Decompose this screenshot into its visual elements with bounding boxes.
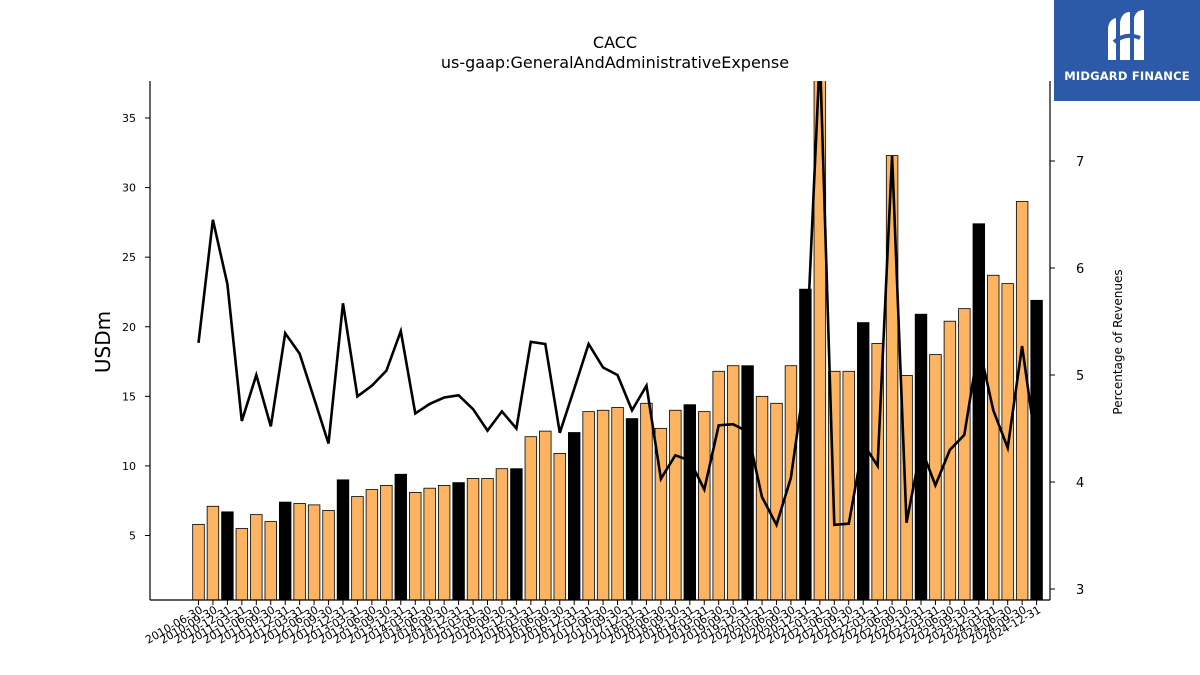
bar-2018-03-31 bbox=[640, 402, 653, 600]
bar-2011-12-31 bbox=[278, 501, 292, 600]
bar-2011-09-30 bbox=[264, 521, 277, 600]
bar-2024-12-31 bbox=[1030, 299, 1043, 600]
y-tick-label: 15 bbox=[122, 390, 136, 403]
bar-2020-09-30 bbox=[784, 365, 798, 600]
bar-2015-06-30 bbox=[481, 478, 494, 600]
bar-2010-09-30 bbox=[206, 505, 220, 600]
bar-2013-12-31 bbox=[394, 473, 408, 600]
bar-2016-12-31 bbox=[568, 432, 581, 600]
mf-logo-icon bbox=[1108, 10, 1144, 60]
y2-tick-label: 3 bbox=[1076, 583, 1084, 598]
bar-2022-03-31 bbox=[871, 343, 884, 600]
bar-2014-06-30 bbox=[423, 487, 436, 600]
bar-2016-06-30 bbox=[539, 430, 552, 600]
bar-2010-12-31 bbox=[221, 511, 234, 600]
bar-2013-06-30 bbox=[365, 489, 379, 600]
bar-series bbox=[192, 81, 1043, 600]
y-tick-label: 25 bbox=[122, 251, 136, 264]
bar-2016-03-31 bbox=[524, 436, 538, 600]
watermark-logo: MIDGARD FINANCE bbox=[1054, 0, 1200, 101]
bar-2024-09-30 bbox=[1015, 201, 1029, 600]
y-tick-label: 5 bbox=[129, 530, 136, 543]
bar-2011-03-31 bbox=[235, 528, 249, 600]
y2-tick-label: 5 bbox=[1076, 369, 1084, 384]
line-series bbox=[197, 81, 1038, 529]
bar-2012-09-30 bbox=[322, 510, 335, 600]
y2-axis-label: Percentage of Revenues bbox=[1111, 269, 1125, 414]
y-tick-label: 10 bbox=[122, 460, 136, 473]
y-tick-label: 35 bbox=[122, 112, 136, 125]
bar-2013-09-30 bbox=[380, 484, 393, 600]
bar-2020-06-30 bbox=[770, 402, 783, 600]
bar-2019-12-31 bbox=[741, 365, 754, 600]
bar-2015-09-30 bbox=[495, 468, 509, 600]
bar-2014-03-31 bbox=[409, 491, 422, 600]
bar-2017-09-30 bbox=[611, 407, 624, 600]
bar-2010-06-30 bbox=[192, 523, 205, 600]
bar-2015-03-31 bbox=[466, 478, 480, 600]
bar-2020-12-31 bbox=[799, 288, 812, 600]
bar-2017-03-31 bbox=[582, 411, 595, 600]
y2-tick-label: 6 bbox=[1076, 262, 1084, 277]
bar-2017-12-31 bbox=[625, 418, 639, 600]
bar-2018-12-31 bbox=[683, 404, 697, 600]
bar-2023-12-31 bbox=[972, 223, 986, 600]
bar-2023-06-30 bbox=[943, 320, 957, 600]
bar-2015-12-31 bbox=[510, 468, 523, 600]
bar-2012-06-30 bbox=[307, 504, 321, 600]
line-percentage-of-revenues bbox=[197, 81, 1038, 529]
y-axis-label: USDm bbox=[91, 311, 115, 373]
chart-title: CACC bbox=[593, 33, 637, 52]
y-tick-label: 30 bbox=[122, 182, 136, 195]
bar-2011-06-30 bbox=[250, 514, 263, 600]
bar-2023-03-31 bbox=[929, 354, 942, 600]
bar-2018-09-30 bbox=[669, 409, 682, 600]
bar-2014-12-31 bbox=[452, 482, 465, 600]
watermark-text: MIDGARD FINANCE bbox=[1064, 69, 1190, 83]
bar-2019-03-31 bbox=[698, 411, 711, 600]
bar-2023-09-30 bbox=[958, 308, 971, 600]
bar-2022-12-31 bbox=[914, 313, 928, 600]
bar-2024-03-31 bbox=[987, 274, 1000, 600]
bar-2019-09-30 bbox=[726, 365, 740, 600]
y2-tick-label: 7 bbox=[1076, 155, 1084, 170]
bar-2012-12-31 bbox=[336, 479, 350, 600]
chart-subtitle: us-gaap:GeneralAndAdministrativeExpense bbox=[441, 53, 789, 72]
bar-2018-06-30 bbox=[654, 427, 668, 600]
y2-tick-label: 4 bbox=[1076, 476, 1084, 491]
bar-2012-03-31 bbox=[293, 503, 306, 600]
bar-2017-06-30 bbox=[596, 409, 610, 600]
y-tick-label: 20 bbox=[122, 321, 136, 334]
bar-2021-09-30 bbox=[842, 370, 855, 600]
bar-2021-12-31 bbox=[857, 322, 870, 600]
bar-2021-03-31 bbox=[813, 81, 827, 600]
bar-2014-09-30 bbox=[437, 484, 451, 600]
bar-2019-06-30 bbox=[712, 370, 725, 600]
bar-2013-03-31 bbox=[351, 496, 364, 600]
bar-2016-09-30 bbox=[553, 452, 566, 600]
